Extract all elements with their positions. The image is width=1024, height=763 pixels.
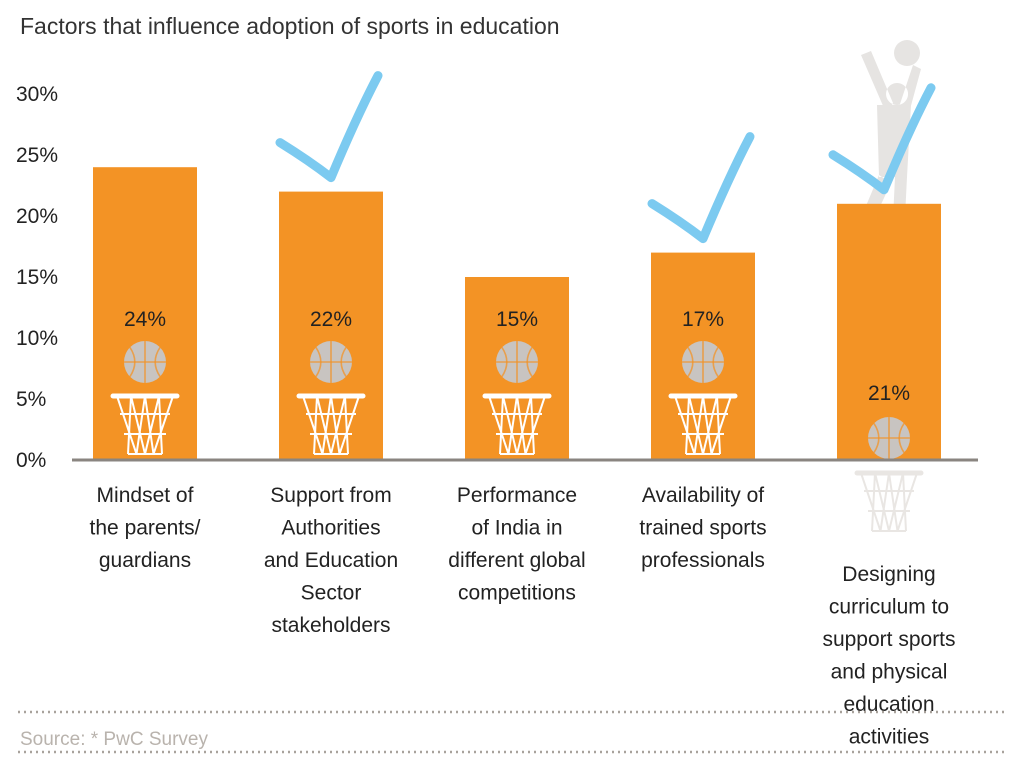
category-label: Support from Authorities and Education Sect… — [264, 484, 398, 637]
hoop-net — [488, 395, 546, 455]
category-label: Designing curriculum to support sports and … — [822, 563, 955, 749]
category-label: Availability of trained sports professiona… — [639, 484, 766, 572]
chart-title: Factors that influence adoption of sport… — [20, 13, 560, 39]
ball-seam — [712, 346, 719, 378]
basketball-player-silhouette — [861, 51, 921, 241]
checkmark-icon — [275, 71, 383, 183]
hoop-net — [116, 395, 174, 455]
checkmark-icon — [647, 132, 755, 244]
y-axis: 0% 5% 10% 15% 20% 25% 30% — [16, 83, 58, 472]
hoop-net — [302, 395, 360, 455]
ball-seam — [154, 346, 161, 378]
ball-seam — [340, 346, 347, 378]
category-label: Mindset of the parents/guardians — [90, 484, 201, 572]
y-tick-label: 15% — [16, 266, 58, 289]
ball-seam — [129, 346, 136, 378]
ball-seam — [898, 422, 905, 454]
ball-seam — [526, 346, 533, 378]
y-tick-label: 30% — [16, 83, 58, 106]
data-label: 15% — [496, 308, 538, 331]
hoop-net — [674, 395, 732, 455]
bar — [93, 167, 197, 460]
source-note: Source: * PwC Survey — [20, 729, 208, 750]
ball-seam — [873, 422, 880, 454]
data-label: 21% — [868, 382, 910, 405]
bar-item: 22% — [275, 71, 383, 460]
bars-group: 24% 22% 15% 17% 21% — [93, 40, 941, 532]
checkmark-icon — [828, 83, 936, 195]
y-tick-label: 20% — [16, 205, 58, 228]
y-tick-label: 25% — [16, 144, 58, 167]
data-label: 17% — [682, 308, 724, 331]
ball-seam — [687, 346, 694, 378]
y-tick-label: 5% — [16, 388, 46, 411]
y-tick-label: 10% — [16, 327, 58, 350]
category-label: Performance of India in different global co… — [448, 484, 585, 605]
hoop-net — [860, 472, 918, 532]
bar-item: 24% — [93, 167, 197, 460]
bar-item: 17% — [647, 132, 755, 460]
ball-seam — [315, 346, 322, 378]
bar-item: 21% — [828, 40, 941, 532]
bar-item: 15% — [465, 277, 569, 460]
player-ball — [894, 40, 920, 66]
y-tick-label: 0% — [16, 449, 46, 472]
data-label: 24% — [124, 308, 166, 331]
ball-seam — [501, 346, 508, 378]
x-axis-labels: Mindset of the parents/guardians Support f… — [90, 484, 956, 749]
data-label: 22% — [310, 308, 352, 331]
bar — [279, 191, 383, 460]
